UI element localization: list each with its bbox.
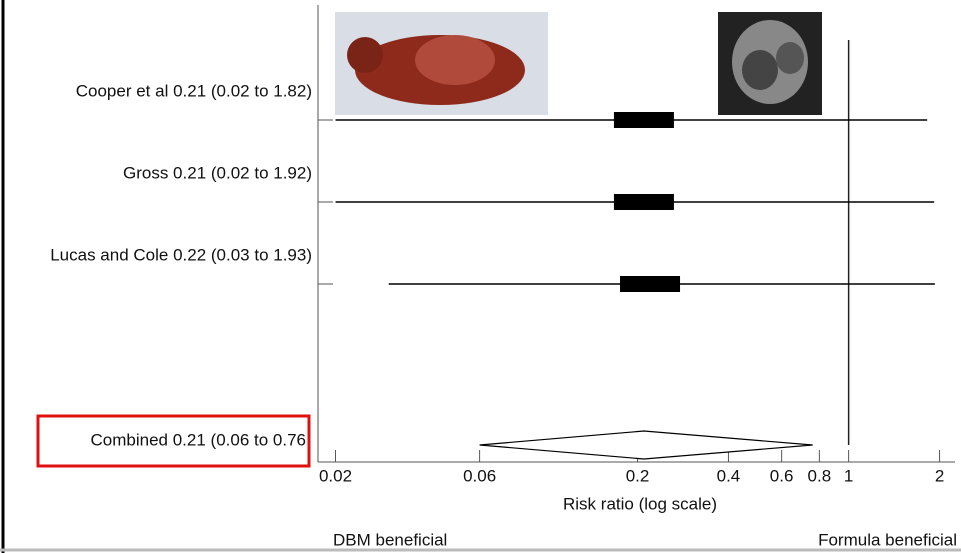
pooled-label: Combined 0.21 (0.06 to 0.76 (91, 430, 306, 449)
row-label: Cooper et al 0.21 (0.02 to 1.82) (76, 81, 312, 100)
x-tick-label: 0.4 (717, 466, 741, 485)
pooled-diamond (479, 430, 813, 460)
x-tick-label: 0.2 (626, 466, 650, 485)
row-label: Gross 0.21 (0.02 to 1.92) (123, 163, 312, 182)
photo-abdomen (415, 35, 495, 85)
photo-infant (335, 12, 548, 115)
x-tick-label: 0.8 (808, 466, 832, 485)
photo-bowel (742, 50, 778, 90)
x-axis-title: Risk ratio (log scale) (563, 494, 717, 513)
estimate-square (613, 194, 674, 210)
x-tick-label: 0.02 (319, 466, 352, 485)
x-tick-label: 0.06 (463, 466, 496, 485)
estimate-square (613, 112, 674, 128)
photo-head (347, 37, 383, 73)
photo-bowel (776, 42, 804, 74)
left-annotation: DBM beneficial (333, 530, 447, 549)
photo-xray (718, 12, 822, 115)
x-tick-label: 0.6 (770, 466, 794, 485)
highlight-box (36, 414, 311, 468)
estimate-square (620, 276, 681, 292)
row-label: Lucas and Cole 0.22 (0.03 to 1.93) (50, 245, 312, 264)
x-tick-label: 1 (844, 466, 853, 485)
right-annotation: Formula beneficial (818, 530, 957, 549)
x-tick-label: 2 (935, 466, 944, 485)
